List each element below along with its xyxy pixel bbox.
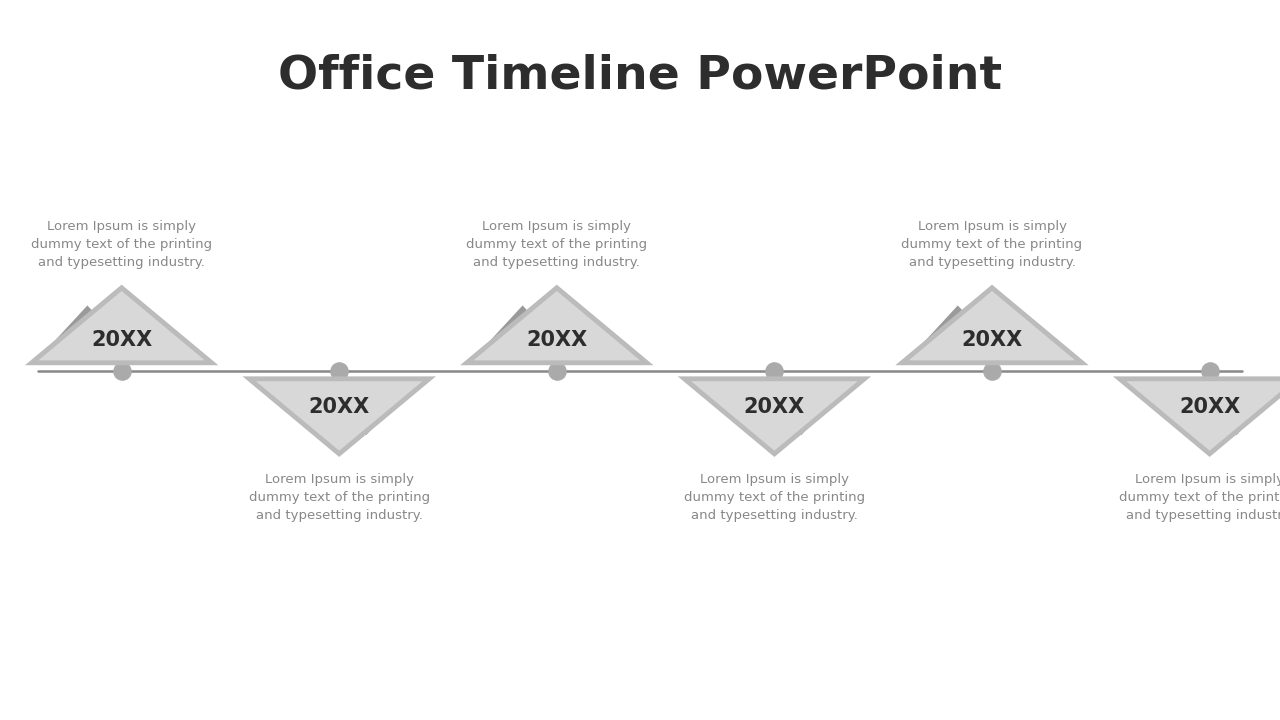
Polygon shape <box>1120 379 1280 454</box>
Text: Lorem Ipsum is simply
dummy text of the printing
and typesetting industry.: Lorem Ipsum is simply dummy text of the … <box>1119 473 1280 522</box>
Polygon shape <box>767 395 836 435</box>
Text: Lorem Ipsum is simply
dummy text of the printing
and typesetting industry.: Lorem Ipsum is simply dummy text of the … <box>684 473 865 522</box>
Polygon shape <box>483 305 563 349</box>
Text: Office Timeline PowerPoint: Office Timeline PowerPoint <box>278 53 1002 98</box>
Polygon shape <box>250 379 429 454</box>
Point <box>547 365 567 377</box>
Polygon shape <box>32 288 211 363</box>
Text: Lorem Ipsum is simply
dummy text of the printing
and typesetting industry.: Lorem Ipsum is simply dummy text of the … <box>248 473 430 522</box>
Polygon shape <box>902 288 1082 363</box>
Text: 20XX: 20XX <box>744 397 805 418</box>
Polygon shape <box>332 395 401 435</box>
Text: Lorem Ipsum is simply
dummy text of the printing
and typesetting industry.: Lorem Ipsum is simply dummy text of the … <box>466 220 648 269</box>
Polygon shape <box>47 305 128 349</box>
Text: 20XX: 20XX <box>308 397 370 418</box>
Text: 20XX: 20XX <box>1179 397 1240 418</box>
Point <box>329 365 349 377</box>
Text: Lorem Ipsum is simply
dummy text of the printing
and typesetting industry.: Lorem Ipsum is simply dummy text of the … <box>31 220 212 269</box>
Point <box>1199 365 1220 377</box>
Text: 20XX: 20XX <box>526 330 588 351</box>
Polygon shape <box>685 379 864 454</box>
Text: 20XX: 20XX <box>91 330 152 351</box>
Text: Lorem Ipsum is simply
dummy text of the printing
and typesetting industry.: Lorem Ipsum is simply dummy text of the … <box>901 220 1083 269</box>
Point <box>111 365 132 377</box>
Polygon shape <box>1202 395 1271 435</box>
Polygon shape <box>467 288 646 363</box>
Polygon shape <box>918 305 998 349</box>
Point <box>982 365 1002 377</box>
Point <box>764 365 785 377</box>
Text: 20XX: 20XX <box>961 330 1023 351</box>
